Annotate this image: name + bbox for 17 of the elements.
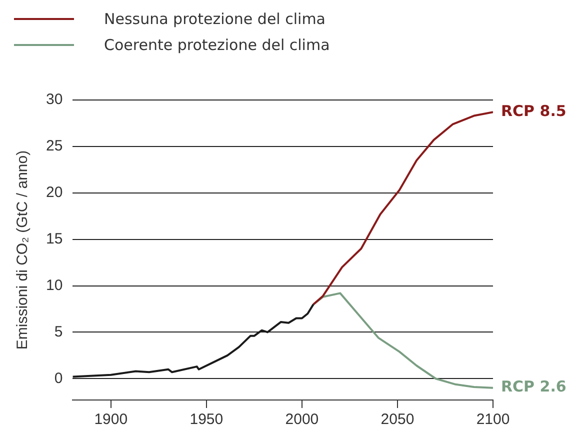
y-axis-title: Emissioni di CO₂ (GtC / anno)	[14, 150, 32, 350]
x-tick-label: 2100	[476, 411, 510, 428]
y-tick-label: 15	[46, 230, 63, 248]
x-tick-label: 1950	[190, 411, 224, 428]
legend-label: Coerente protezione del clima	[104, 36, 330, 54]
y-tick-label: 10	[46, 276, 63, 294]
x-tick-label: 2050	[380, 411, 414, 428]
y-tick-label: 20	[46, 184, 63, 202]
x-tick-label: 2000	[285, 411, 319, 428]
annotation: RCP 2.6	[501, 377, 566, 396]
legend-label: Nessuna protezione del clima	[104, 10, 326, 28]
y-tick-label: 30	[46, 91, 63, 108]
y-tick-label: 0	[54, 370, 63, 387]
y-tick-label: 5	[54, 323, 63, 340]
annotation: RCP 8.5	[501, 102, 566, 120]
y-tick-label: 25	[46, 138, 63, 155]
x-tick-label: 1900	[94, 411, 128, 428]
